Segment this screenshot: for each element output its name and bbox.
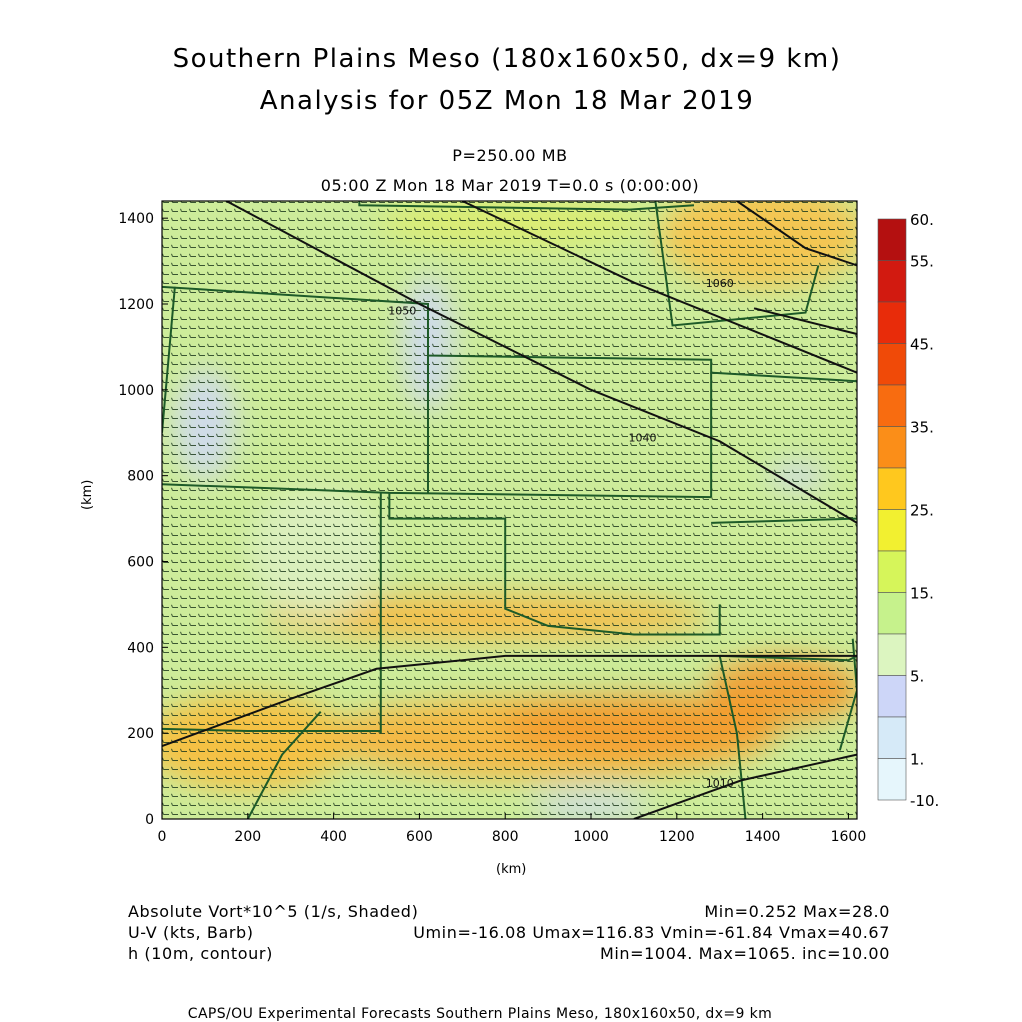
y-tick-label: 400 [127, 640, 154, 656]
height-contour [225, 201, 857, 524]
height-contour [461, 201, 857, 374]
x-tick-label: 1000 [573, 829, 609, 845]
y-axis-label: (km) [80, 479, 95, 510]
x-tick-label: 600 [406, 829, 433, 845]
state-border [162, 286, 176, 433]
valid-time: 05:00 Z Mon 18 Mar 2019 T=0.0 s (0:00:00… [320, 176, 700, 195]
state-border [711, 517, 857, 524]
colorbar-label: -10. [910, 792, 939, 810]
colorbar-swatch [877, 218, 907, 261]
colorbar-swatch [877, 343, 907, 386]
state-border [388, 492, 721, 636]
x-axis: 0 200 400 600 800 1000 1200 1400 1600 [158, 813, 867, 845]
state-border [162, 727, 381, 733]
state-border [654, 201, 820, 327]
state-border [162, 285, 857, 383]
colorbar-label: 35. [910, 419, 934, 437]
chart-title: Southern Plains Meso (180x160x50, dx=9 k… [172, 44, 842, 74]
colorbar-swatch [877, 384, 907, 427]
state-border [246, 711, 322, 819]
footer-credit: CAPS/OU Experimental Forecasts Southern … [187, 1006, 773, 1022]
y-tick-label: 1200 [118, 297, 154, 313]
x-tick-label: 400 [320, 829, 347, 845]
legend-field3-stats: Min=1004. Max=1065. inc=10.00 [599, 944, 890, 963]
colorbar: 60. 55. 45. 35. 25. 15. 5. 1. -10. [877, 211, 939, 810]
x-tick-label: 800 [492, 829, 519, 845]
pressure-level: P=250.00 MB [452, 146, 568, 165]
y-tick-label: 200 [127, 726, 154, 742]
height-contour [162, 654, 857, 747]
contour-label: 1040 [628, 431, 656, 444]
colorbar-swatch [877, 426, 907, 469]
contour-label: 1060 [706, 277, 734, 290]
contour-labels: 1060 1050 1040 1010 [388, 277, 733, 790]
height-contours [162, 201, 857, 819]
legend-field3: h (10m, contour) [128, 944, 273, 963]
colorbar-swatch [877, 467, 907, 510]
colorbar-label: 25. [910, 502, 934, 520]
chart-subtitle: Analysis for 05Z Mon 18 Mar 2019 [259, 86, 755, 116]
y-axis: 0 200 400 600 800 1000 1200 1400 [118, 211, 168, 828]
contour-label: 1010 [706, 777, 734, 790]
colorbar-label: 60. [910, 211, 934, 229]
legend-field2: U-V (kts, Barb) [128, 923, 254, 942]
x-tick-label: 1400 [745, 829, 781, 845]
colorbar-swatch [877, 509, 907, 552]
colorbar-label: 1. [910, 751, 924, 769]
x-tick-label: 1600 [831, 829, 867, 845]
colorbar-label: 55. [910, 253, 934, 271]
colorbar-swatch [877, 716, 907, 759]
legend-field2-stats: Umin=-16.08 Umax=116.83 Vmin=-61.84 Vmax… [413, 923, 890, 942]
y-tick-label: 800 [127, 469, 154, 485]
height-contour [633, 753, 857, 819]
x-tick-label: 1200 [659, 829, 695, 845]
legend-field1-stats: Min=0.252 Max=28.0 [704, 902, 890, 921]
state-border [162, 483, 712, 499]
colorbar-swatch [877, 260, 907, 303]
height-contour [753, 307, 857, 336]
contour-label: 1050 [388, 305, 416, 318]
colorbar-swatch [877, 758, 907, 801]
plot-area: 1060 1050 1040 1010 [162, 201, 857, 819]
colorbar-label: 15. [910, 585, 934, 603]
plot-frame [161, 200, 858, 820]
y-tick-label: 1400 [118, 211, 154, 227]
colorbar-swatch [877, 633, 907, 676]
height-contour [736, 201, 857, 267]
y-tick-label: 600 [127, 555, 154, 571]
colorbar-swatch [877, 675, 907, 718]
colorbar-label: 5. [910, 668, 924, 686]
state-border [358, 201, 695, 211]
colorbar-swatch [877, 550, 907, 593]
colorbar-swatch [877, 592, 907, 635]
legend-field1: Absolute Vort*10^5 (1/s, Shaded) [128, 902, 419, 921]
colorbar-swatch [877, 301, 907, 344]
y-tick-label: 1000 [118, 383, 154, 399]
x-tick-label: 200 [234, 829, 261, 845]
x-tick-label: 0 [158, 829, 167, 845]
wind-barbs [162, 201, 857, 819]
colorbar-label: 45. [910, 336, 934, 354]
x-axis-label: (km) [496, 862, 527, 877]
state-border [718, 655, 747, 819]
y-tick-label: 0 [145, 812, 154, 828]
